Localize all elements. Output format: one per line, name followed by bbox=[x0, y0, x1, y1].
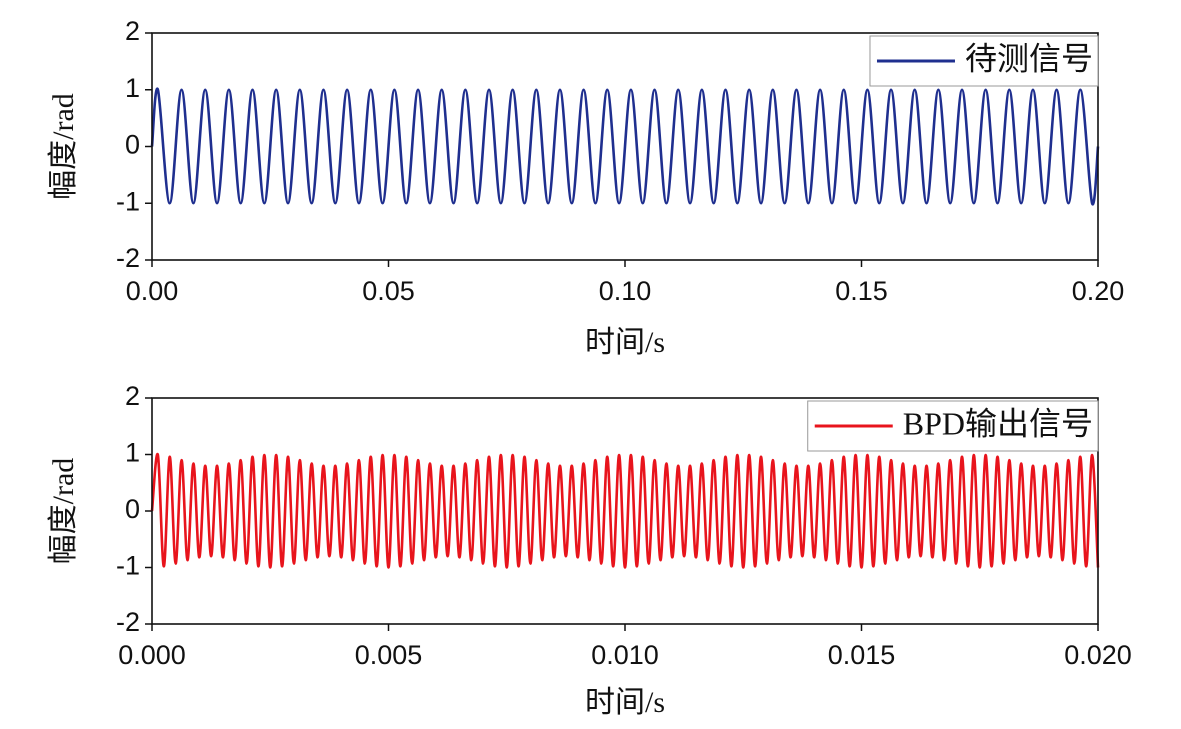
legend-label: 待测信号 bbox=[965, 40, 1093, 76]
legend-label: BPD输出信号 bbox=[903, 405, 1093, 441]
x-axis-label: 时间/s bbox=[585, 686, 665, 719]
x-tick-label: 0.20 bbox=[1072, 276, 1125, 306]
y-tick-label: -2 bbox=[116, 243, 140, 273]
plot-frame bbox=[151, 397, 1099, 625]
y-tick-label: 1 bbox=[125, 438, 140, 468]
y-axis-label: 幅度/rad bbox=[47, 93, 80, 200]
x-tick-label: 0.000 bbox=[118, 640, 186, 670]
y-tick-label: 2 bbox=[125, 16, 140, 46]
x-tick-label: 0.15 bbox=[835, 276, 888, 306]
signal-line bbox=[150, 452, 1100, 569]
x-tick-label: 0.005 bbox=[355, 640, 423, 670]
y-tick-label: 1 bbox=[125, 73, 140, 103]
y-tick-label: 2 bbox=[125, 381, 140, 411]
plot-frame bbox=[151, 32, 1099, 261]
y-tick-label: -1 bbox=[116, 551, 140, 581]
x-tick-label: 0.020 bbox=[1064, 640, 1132, 670]
x-tick-label: 0.015 bbox=[828, 640, 896, 670]
x-tick-label: 0.00 bbox=[126, 276, 179, 306]
y-tick-label: -1 bbox=[116, 186, 140, 216]
x-axis-label: 时间/s bbox=[585, 326, 665, 359]
x-tick-label: 0.10 bbox=[599, 276, 652, 306]
y-tick-label: 0 bbox=[125, 130, 140, 160]
y-tick-label: -2 bbox=[116, 607, 140, 637]
signal-line bbox=[150, 87, 1100, 206]
y-tick-label: 0 bbox=[125, 494, 140, 524]
y-axis-label: 幅度/rad bbox=[47, 458, 80, 565]
x-tick-label: 0.010 bbox=[591, 640, 659, 670]
x-tick-label: 0.05 bbox=[362, 276, 415, 306]
